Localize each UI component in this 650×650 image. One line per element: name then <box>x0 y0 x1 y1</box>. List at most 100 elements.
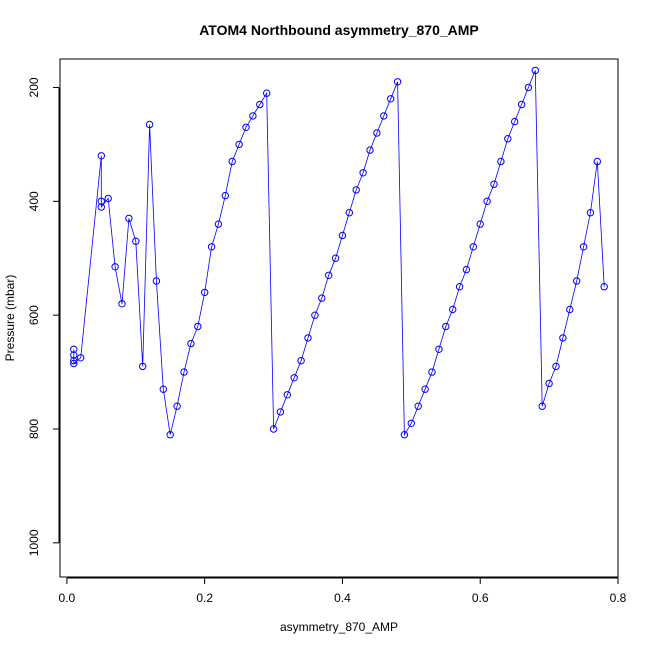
data-point <box>166 431 174 439</box>
data-point <box>345 209 353 217</box>
data-point <box>538 402 546 410</box>
data-point <box>104 194 112 203</box>
data-point <box>132 237 140 245</box>
data-point <box>159 385 168 393</box>
data-point <box>387 95 395 103</box>
data-point <box>586 209 595 217</box>
data-point <box>152 277 161 285</box>
data-point <box>290 374 298 382</box>
data-point <box>559 334 567 342</box>
series-line <box>73 70 605 437</box>
data-point <box>201 288 209 297</box>
data-point <box>524 83 533 92</box>
data-point <box>545 379 553 388</box>
data-point <box>400 431 409 439</box>
data-point <box>359 169 367 177</box>
data-point <box>421 385 429 393</box>
x-tick-label: 0.8 <box>610 591 627 605</box>
data-point <box>455 283 464 291</box>
data-point <box>600 283 608 291</box>
data-point <box>531 66 539 75</box>
data-point <box>297 357 305 365</box>
data-point <box>145 120 154 129</box>
data-point <box>380 112 388 120</box>
y-axis-label: Pressure (mbar) <box>3 275 17 362</box>
data-point <box>517 100 526 109</box>
data-point <box>228 157 236 166</box>
data-point <box>207 243 216 251</box>
data-point <box>462 265 471 274</box>
y-axis: 200 400 600 800 1000 <box>27 77 60 556</box>
data-point <box>566 305 574 314</box>
x-tick-label: 0.6 <box>472 591 489 605</box>
data-layer <box>70 66 608 439</box>
y-tick-label: 200 <box>27 77 41 97</box>
data-point <box>435 345 443 353</box>
plot-frame <box>59 58 619 578</box>
y-tick-label: 400 <box>27 191 41 211</box>
data-point <box>180 368 188 376</box>
data-point <box>304 334 312 342</box>
data-point <box>490 180 498 188</box>
data-point <box>276 408 285 416</box>
data-point <box>97 197 106 206</box>
chart-title: ATOM4 Northbound asymmetry_870_AMP <box>199 22 479 38</box>
data-point <box>449 305 457 314</box>
data-point <box>476 220 484 228</box>
data-point <box>469 243 477 251</box>
y-tick-label: 600 <box>27 305 41 325</box>
data-point <box>97 152 106 160</box>
data-point <box>442 322 450 331</box>
x-tick-label: 0.0 <box>59 591 76 605</box>
data-point <box>407 419 415 427</box>
data-point <box>70 357 78 365</box>
y-tick-label: 800 <box>27 419 41 439</box>
data-point <box>511 117 519 126</box>
data-point <box>139 362 147 371</box>
data-point <box>187 339 195 348</box>
data-point <box>393 78 402 86</box>
data-point <box>414 402 422 410</box>
data-point <box>249 112 257 120</box>
data-point <box>573 277 581 285</box>
data-point <box>331 254 340 262</box>
x-tick-label: 0.2 <box>196 591 213 605</box>
data-point <box>428 368 436 376</box>
data-point <box>242 123 250 132</box>
data-point <box>311 311 319 319</box>
x-tick-label: 0.4 <box>334 591 351 605</box>
data-point <box>70 359 78 368</box>
y-tick-label: 1000 <box>27 529 41 556</box>
x-axis: 0.0 0.2 0.4 0.6 0.8 <box>59 577 627 605</box>
data-point <box>593 157 601 166</box>
data-point <box>269 425 278 433</box>
data-point <box>483 197 491 206</box>
data-point <box>325 271 333 279</box>
data-point <box>263 89 271 97</box>
data-point <box>366 146 374 154</box>
data-point <box>283 391 291 399</box>
data-point <box>97 203 106 211</box>
data-point <box>70 351 78 359</box>
data-point <box>497 157 505 166</box>
data-point <box>221 191 230 200</box>
data-point <box>552 362 560 371</box>
data-point <box>373 129 381 137</box>
data-point <box>235 140 243 149</box>
data-point <box>352 186 360 194</box>
x-axis-label: asymmetry_870_AMP <box>280 620 398 634</box>
data-point <box>256 100 264 109</box>
data-point <box>77 354 85 362</box>
data-point <box>111 263 119 271</box>
data-point <box>214 220 223 228</box>
data-point <box>338 231 347 240</box>
data-point <box>173 402 181 410</box>
data-point <box>194 322 202 331</box>
data-point <box>70 345 78 353</box>
data-point <box>125 214 133 223</box>
data-point <box>318 294 326 302</box>
data-point <box>579 243 588 251</box>
data-point <box>118 300 126 308</box>
